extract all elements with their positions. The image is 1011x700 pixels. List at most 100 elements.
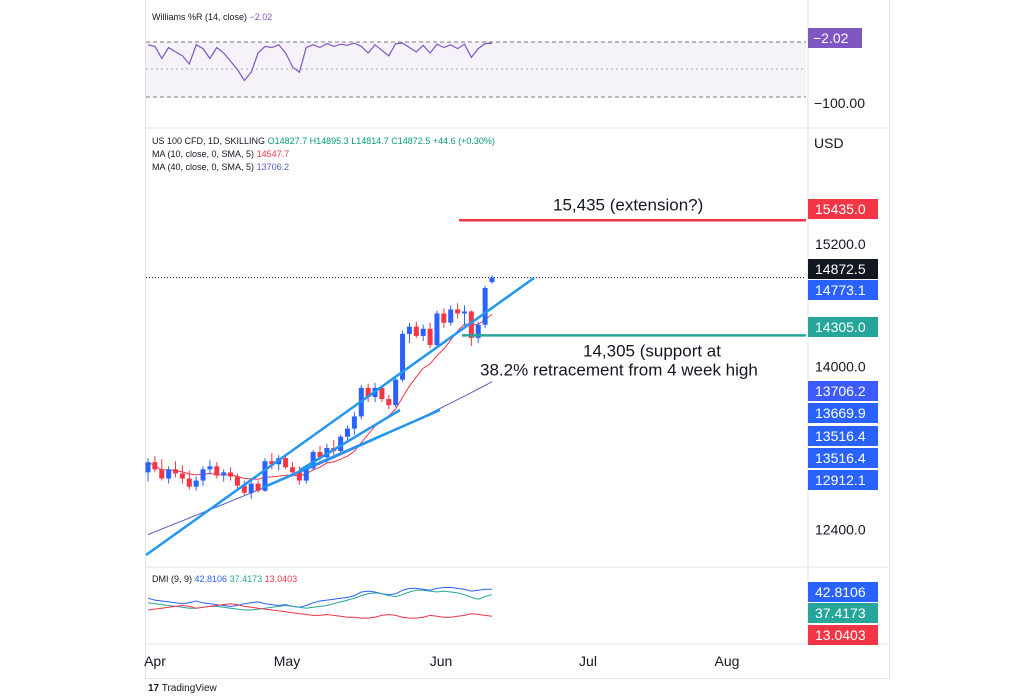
candle-body xyxy=(379,387,385,400)
dmi-badge xyxy=(808,603,878,623)
candle-body xyxy=(255,483,261,491)
price-badge-text: 12912.1 xyxy=(815,472,866,488)
candle-body xyxy=(310,452,316,469)
price-badge-text: 13706.2 xyxy=(815,383,866,399)
price-badge xyxy=(808,317,878,337)
candle-body xyxy=(269,461,275,465)
candle-body xyxy=(420,328,426,336)
price-tick: 14000.0 xyxy=(815,358,866,374)
candle-body xyxy=(159,469,165,479)
candle-body xyxy=(461,311,467,314)
williams-axis-label: −100.00 xyxy=(814,95,865,111)
dmi-badge-text: 13.0403 xyxy=(815,627,866,643)
candle-body xyxy=(427,328,433,346)
candle-body xyxy=(434,313,440,346)
chart-frame xyxy=(145,0,890,679)
price-badge-text: 14872.5 xyxy=(815,261,866,277)
dmi-line xyxy=(147,603,493,619)
candle-body xyxy=(448,309,454,323)
candle-body xyxy=(351,416,357,429)
price-badge-text: 14773.1 xyxy=(815,282,866,298)
candle-body xyxy=(386,399,392,406)
time-axis: Apr May Jun Jul Aug xyxy=(144,653,739,669)
candle-body xyxy=(365,387,371,398)
ohlc-legend: US 100 CFD, 1D, SKILLING O14827.7 H14895… xyxy=(152,136,495,146)
williams-line xyxy=(147,42,493,82)
dmi-badge xyxy=(808,625,878,645)
dmi-line xyxy=(147,587,492,608)
trendline[interactable] xyxy=(261,408,441,490)
candle-body xyxy=(207,466,213,470)
williams-value-badge xyxy=(808,28,862,48)
candle-body xyxy=(173,469,179,474)
candle-body xyxy=(406,326,412,334)
trendlines xyxy=(145,276,535,557)
candle-body xyxy=(221,472,227,476)
candle-body xyxy=(441,313,447,323)
price-badge-text: 13516.4 xyxy=(815,450,866,466)
time-tick: Jun xyxy=(430,653,453,669)
moving-averages xyxy=(146,277,806,535)
support-annotation-line2: 38.2% retracement from 4 week high xyxy=(480,360,758,379)
candle-body xyxy=(345,428,351,437)
price-badge xyxy=(808,280,878,300)
dmi-legend: DMI (9, 9) 42.8106 37.4173 13.0403 xyxy=(152,574,297,584)
price-badge xyxy=(808,470,878,490)
candle-body xyxy=(303,468,309,481)
candle-body xyxy=(234,476,240,486)
ma10-legend: MA (10, close, 0, SMA, 5) 14547.7 xyxy=(152,149,289,159)
candle-body xyxy=(455,309,461,314)
tradingview-logo: 17 TradingView xyxy=(148,683,217,694)
candle-body xyxy=(179,473,185,479)
dmi-series: 42.8106 37.4173 13.0403 xyxy=(147,582,878,645)
candle-body xyxy=(262,461,268,491)
candle-body xyxy=(166,469,172,479)
currency-label: USD xyxy=(814,135,844,151)
time-tick: Jul xyxy=(579,653,597,669)
candle-body xyxy=(152,462,158,470)
candle-body xyxy=(489,277,495,283)
support-annotation-line1: 14,305 (support at xyxy=(583,341,721,360)
price-tick: 12400.0 xyxy=(815,521,866,537)
price-badge xyxy=(808,403,878,423)
price-badge-text: 13516.4 xyxy=(815,428,866,444)
candle-body xyxy=(400,333,406,380)
candle-body xyxy=(248,483,254,493)
price-badge-text: 15435.0 xyxy=(815,201,866,217)
price-badge xyxy=(808,199,878,219)
extension-annotation: 15,435 (extension?) xyxy=(553,195,703,214)
dmi-badge xyxy=(808,582,878,602)
candle-body xyxy=(289,467,295,473)
price-badge xyxy=(808,259,878,279)
price-tick: 15200.0 xyxy=(815,236,866,252)
dmi-badge-text: 37.4173 xyxy=(815,605,866,621)
candle-body xyxy=(214,466,220,476)
annotations: 15,435 (extension?) 14,305 (support at38.… xyxy=(459,195,806,379)
candle-body xyxy=(482,288,488,325)
candle-body xyxy=(186,478,192,487)
candle-body xyxy=(241,485,247,493)
candle-body xyxy=(193,480,199,487)
dmi-line xyxy=(147,589,493,611)
williams-label: Williams %R (14, close) −2.02 xyxy=(152,12,272,22)
candlestick-series xyxy=(145,275,495,499)
price-badge xyxy=(808,426,878,446)
candle-body xyxy=(228,472,234,477)
candle-body xyxy=(468,311,474,338)
candle-body xyxy=(283,458,289,468)
candle-body xyxy=(317,452,323,458)
candle-body xyxy=(413,326,419,336)
trendline[interactable] xyxy=(299,408,401,472)
time-tick: Apr xyxy=(144,653,166,669)
candle-body xyxy=(475,324,481,338)
time-tick: May xyxy=(274,653,300,669)
price-badge xyxy=(808,448,878,468)
williams-value-badge-text: −2.02 xyxy=(813,30,849,46)
trendline[interactable] xyxy=(145,276,535,557)
time-tick: Aug xyxy=(715,653,740,669)
price-badges: 15435.0 14872.5 14773.1 14305.0 13706.2 13669… xyxy=(808,199,878,490)
price-badge xyxy=(808,381,878,401)
candle-body xyxy=(200,469,206,481)
price-badge-text: 13669.9 xyxy=(815,405,866,421)
